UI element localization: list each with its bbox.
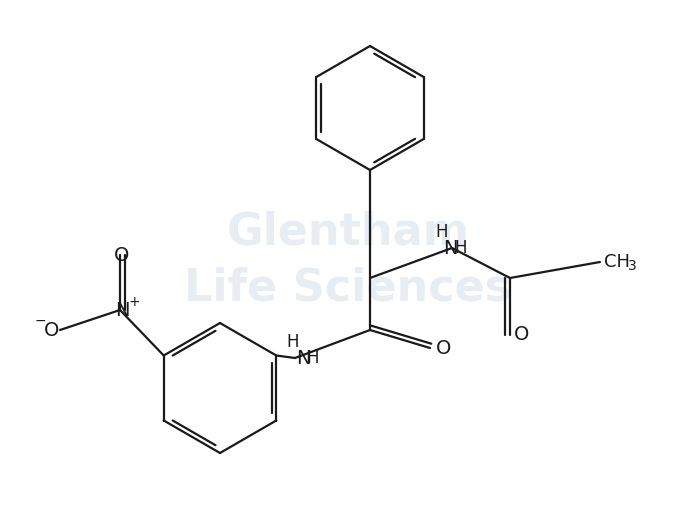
Text: O: O xyxy=(45,320,60,340)
Text: O: O xyxy=(436,339,452,358)
Text: N: N xyxy=(443,239,457,257)
Text: H: H xyxy=(436,223,448,241)
Text: N: N xyxy=(296,348,310,368)
Text: O: O xyxy=(514,326,530,345)
Text: Glentham
Life Sciences: Glentham Life Sciences xyxy=(184,210,512,310)
Text: N: N xyxy=(115,301,129,319)
Text: H: H xyxy=(454,239,467,257)
Text: H: H xyxy=(307,349,319,367)
Text: CH: CH xyxy=(604,253,630,271)
Text: +: + xyxy=(128,295,140,309)
Text: H: H xyxy=(287,333,299,351)
Text: 3: 3 xyxy=(628,259,637,273)
Text: O: O xyxy=(114,245,129,265)
Text: −: − xyxy=(34,314,46,328)
